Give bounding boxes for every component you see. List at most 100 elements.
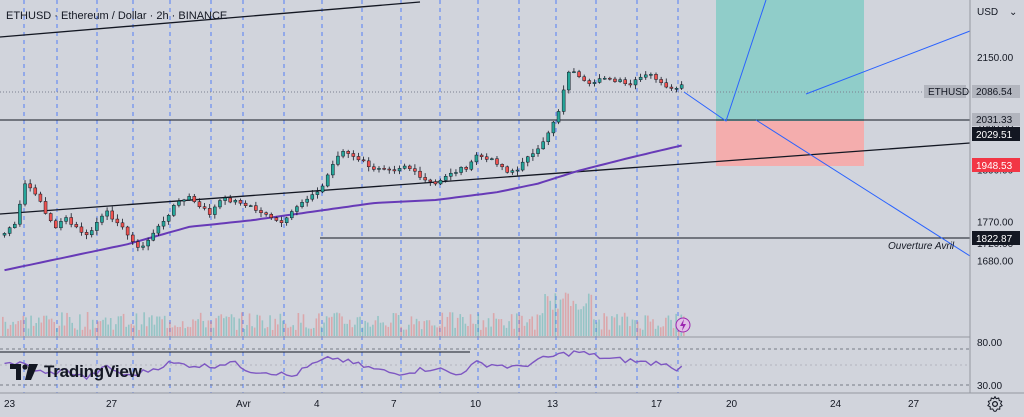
chevron-down-icon[interactable]: ⌄: [1009, 7, 1017, 18]
volume-bar: [194, 320, 197, 336]
volume-bar: [109, 318, 112, 336]
volume-bar: [516, 313, 518, 336]
volume-bar: [526, 322, 528, 336]
volume-bar: [629, 326, 631, 336]
upper-channel-line[interactable]: [0, 1, 421, 38]
stop-price-tag: 1948.53: [972, 158, 1020, 172]
candle-body: [177, 200, 181, 206]
currency-menu[interactable]: USD: [977, 7, 998, 18]
rsi-level-80: 80.00: [977, 338, 1002, 349]
volume-bar: [122, 313, 125, 336]
candle-body: [33, 187, 38, 195]
candle-body: [84, 232, 89, 236]
volume-bar: [256, 314, 259, 336]
candle-body: [541, 141, 545, 150]
target-zone[interactable]: [716, 0, 864, 121]
projection-down-line[interactable]: [755, 119, 971, 257]
volume-bar: [544, 293, 546, 336]
volume-bar: [423, 321, 426, 336]
gear-icon[interactable]: [986, 395, 1004, 413]
x-tick-label: 20: [726, 399, 738, 410]
volume-bar: [451, 312, 454, 336]
volume-bar: [264, 328, 266, 336]
volume-bar: [611, 316, 613, 336]
volume-bar: [305, 327, 307, 336]
lightning-icon[interactable]: [675, 317, 691, 333]
lower-channel-line[interactable]: [0, 142, 971, 215]
volume-bar: [482, 320, 485, 336]
volume-bar: [68, 316, 71, 336]
candle-body: [172, 205, 176, 216]
volume-bar: [647, 315, 649, 336]
candle-body: [305, 198, 309, 203]
volume-bar: [289, 326, 292, 336]
x-tick-label: 7: [391, 399, 397, 410]
volume-bar: [564, 292, 567, 336]
volume-bar: [621, 316, 623, 336]
volume-bar: [287, 327, 289, 336]
candle-body: [659, 79, 663, 83]
volume-bar: [528, 319, 531, 336]
volume-bar: [413, 324, 415, 336]
volume-bar: [156, 316, 158, 336]
volume-bar: [351, 327, 354, 336]
volume-bar: [554, 293, 557, 336]
projection-up-line[interactable]: [683, 0, 767, 122]
volume-bar: [569, 306, 572, 336]
candle-body: [500, 164, 504, 168]
candle-body: [520, 161, 525, 171]
volume-bar: [276, 324, 279, 336]
stop-zone[interactable]: [716, 121, 864, 166]
volume-bar: [480, 329, 482, 336]
volume-bar: [271, 329, 274, 336]
volume-bar: [431, 325, 433, 336]
volume-bar: [531, 316, 534, 336]
candle-body: [18, 203, 22, 225]
candle-body: [310, 194, 315, 200]
candle-body: [587, 80, 592, 84]
candle-body: [464, 167, 468, 170]
volume-bar: [241, 312, 243, 336]
x-tick-label: 10: [470, 399, 482, 410]
price-scale[interactable]: [970, 0, 1024, 417]
volume-bar: [356, 317, 359, 336]
volume-bar: [582, 306, 585, 336]
volume-bar: [492, 313, 495, 336]
candle-body: [669, 86, 674, 89]
volume-bar: [115, 324, 117, 336]
volume-bar: [269, 315, 271, 336]
volume-bar: [392, 313, 395, 336]
resistance-price-tag: 2031.33: [972, 113, 1020, 126]
candle-body: [377, 168, 381, 170]
volume-bar: [580, 309, 582, 336]
volume-bar: [163, 315, 166, 336]
volume-bar: [402, 329, 405, 336]
candle-body: [597, 78, 602, 83]
volume-bar: [495, 318, 498, 336]
volume-bar: [348, 319, 351, 336]
volume-bar: [595, 322, 598, 336]
volume-bar: [50, 318, 53, 336]
candle-body: [2, 233, 7, 236]
candle-body: [166, 215, 171, 222]
candle-body: [443, 176, 448, 181]
projection-target-line[interactable]: [805, 30, 971, 95]
volume-bar: [549, 300, 552, 336]
volume-bar: [48, 319, 50, 336]
candle-body: [366, 160, 371, 168]
volume-bar: [369, 326, 372, 336]
april-open-price-tag: 1822.87: [972, 231, 1020, 245]
volume-bar: [657, 325, 659, 336]
volume-bar: [161, 319, 163, 336]
volume-bar: [426, 320, 428, 336]
tradingview-logo[interactable]: TradingView: [10, 362, 142, 382]
x-axis-ticks[interactable]: 23 27 Avr 4 7 10 13 17 20 24 27: [4, 399, 920, 410]
current-symbol-label: ETHUSD: [928, 87, 969, 98]
volume-bar: [598, 319, 600, 336]
volume-bar: [274, 318, 277, 336]
candle-body: [433, 181, 438, 185]
candle-body: [202, 206, 207, 209]
candle-body: [633, 79, 638, 86]
